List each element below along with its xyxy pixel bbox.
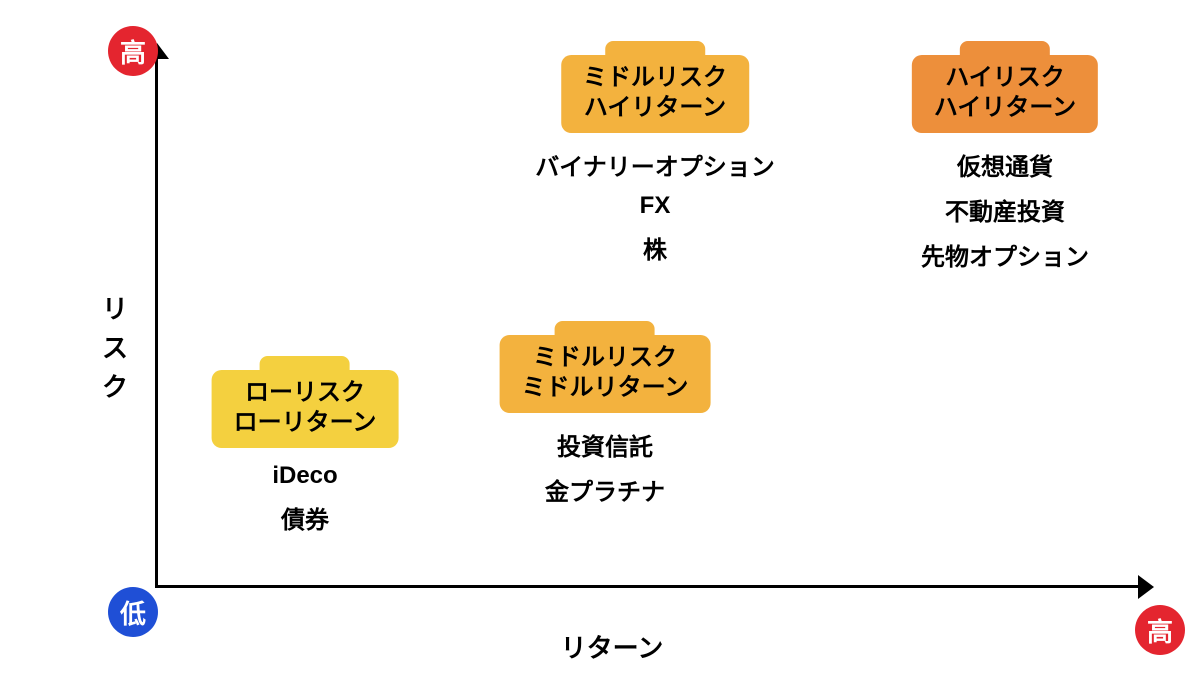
x-axis	[155, 585, 1140, 588]
group-mid-high: ミドルリスクハイリターンバイナリーオプション FX 株	[535, 55, 775, 265]
group-items-mid-high: バイナリーオプション FX 株	[535, 147, 775, 265]
group-header-tab-high-high	[960, 41, 1050, 57]
group-item: 先物オプション	[921, 237, 1089, 272]
group-header-low-low: ローリスクローリターン	[212, 370, 399, 448]
group-item: FX	[640, 192, 671, 220]
group-header-tab-mid-high	[605, 41, 705, 57]
x-axis-arrow	[1138, 575, 1154, 599]
group-header-tab-mid-mid	[555, 321, 655, 337]
x-axis-label: リターン	[561, 628, 664, 665]
group-header-line: ローリスク	[234, 378, 377, 408]
group-items-mid-mid: 投資信託金プラチナ	[545, 427, 665, 507]
group-item: 金プラチナ	[545, 472, 665, 507]
group-mid-mid: ミドルリスクミドルリターン投資信託金プラチナ	[500, 335, 711, 507]
group-header-line: ハイリターン	[583, 93, 727, 123]
group-header-line: ミドルリスク	[583, 63, 727, 93]
group-item: 投資信託	[557, 427, 653, 462]
group-header-line: ハイリターン	[934, 93, 1076, 123]
group-item: iDeco	[272, 462, 337, 490]
axis-badge-low_origin: 低	[108, 587, 158, 637]
group-header-tab-low-low	[260, 356, 350, 372]
group-items-high-high: 仮想通貨不動産投資先物オプション	[921, 147, 1089, 272]
group-header-mid-mid: ミドルリスクミドルリターン	[500, 335, 711, 413]
axis-badge-high_x: 高	[1135, 605, 1185, 655]
risk-return-diagram: リスクリターン高低高ローリスクローリターンiDeco債券ミドルリスクミドルリター…	[0, 0, 1200, 675]
group-low-low: ローリスクローリターン iDeco 債券	[212, 370, 399, 535]
group-header-mid-high: ミドルリスクハイリターン	[561, 55, 749, 133]
group-header-line: ローリターン	[234, 408, 377, 438]
group-item: 債券	[281, 500, 329, 535]
group-item: 仮想通貨	[957, 147, 1053, 182]
group-items-low-low: iDeco 債券	[272, 462, 337, 535]
group-item: 不動産投資	[945, 192, 1065, 227]
group-header-high-high: ハイリスクハイリターン	[912, 55, 1098, 133]
group-item: 株	[643, 230, 667, 265]
y-axis-label: リスク	[102, 290, 128, 407]
group-header-line: ミドルリスク	[522, 343, 689, 373]
group-high-high: ハイリスクハイリターン仮想通貨不動産投資先物オプション	[912, 55, 1098, 272]
group-header-line: ハイリスク	[934, 63, 1076, 93]
group-item: バイナリーオプション	[535, 147, 775, 182]
axis-badge-high_y: 高	[108, 26, 158, 76]
y-axis	[155, 55, 158, 585]
group-header-line: ミドルリターン	[522, 373, 689, 403]
